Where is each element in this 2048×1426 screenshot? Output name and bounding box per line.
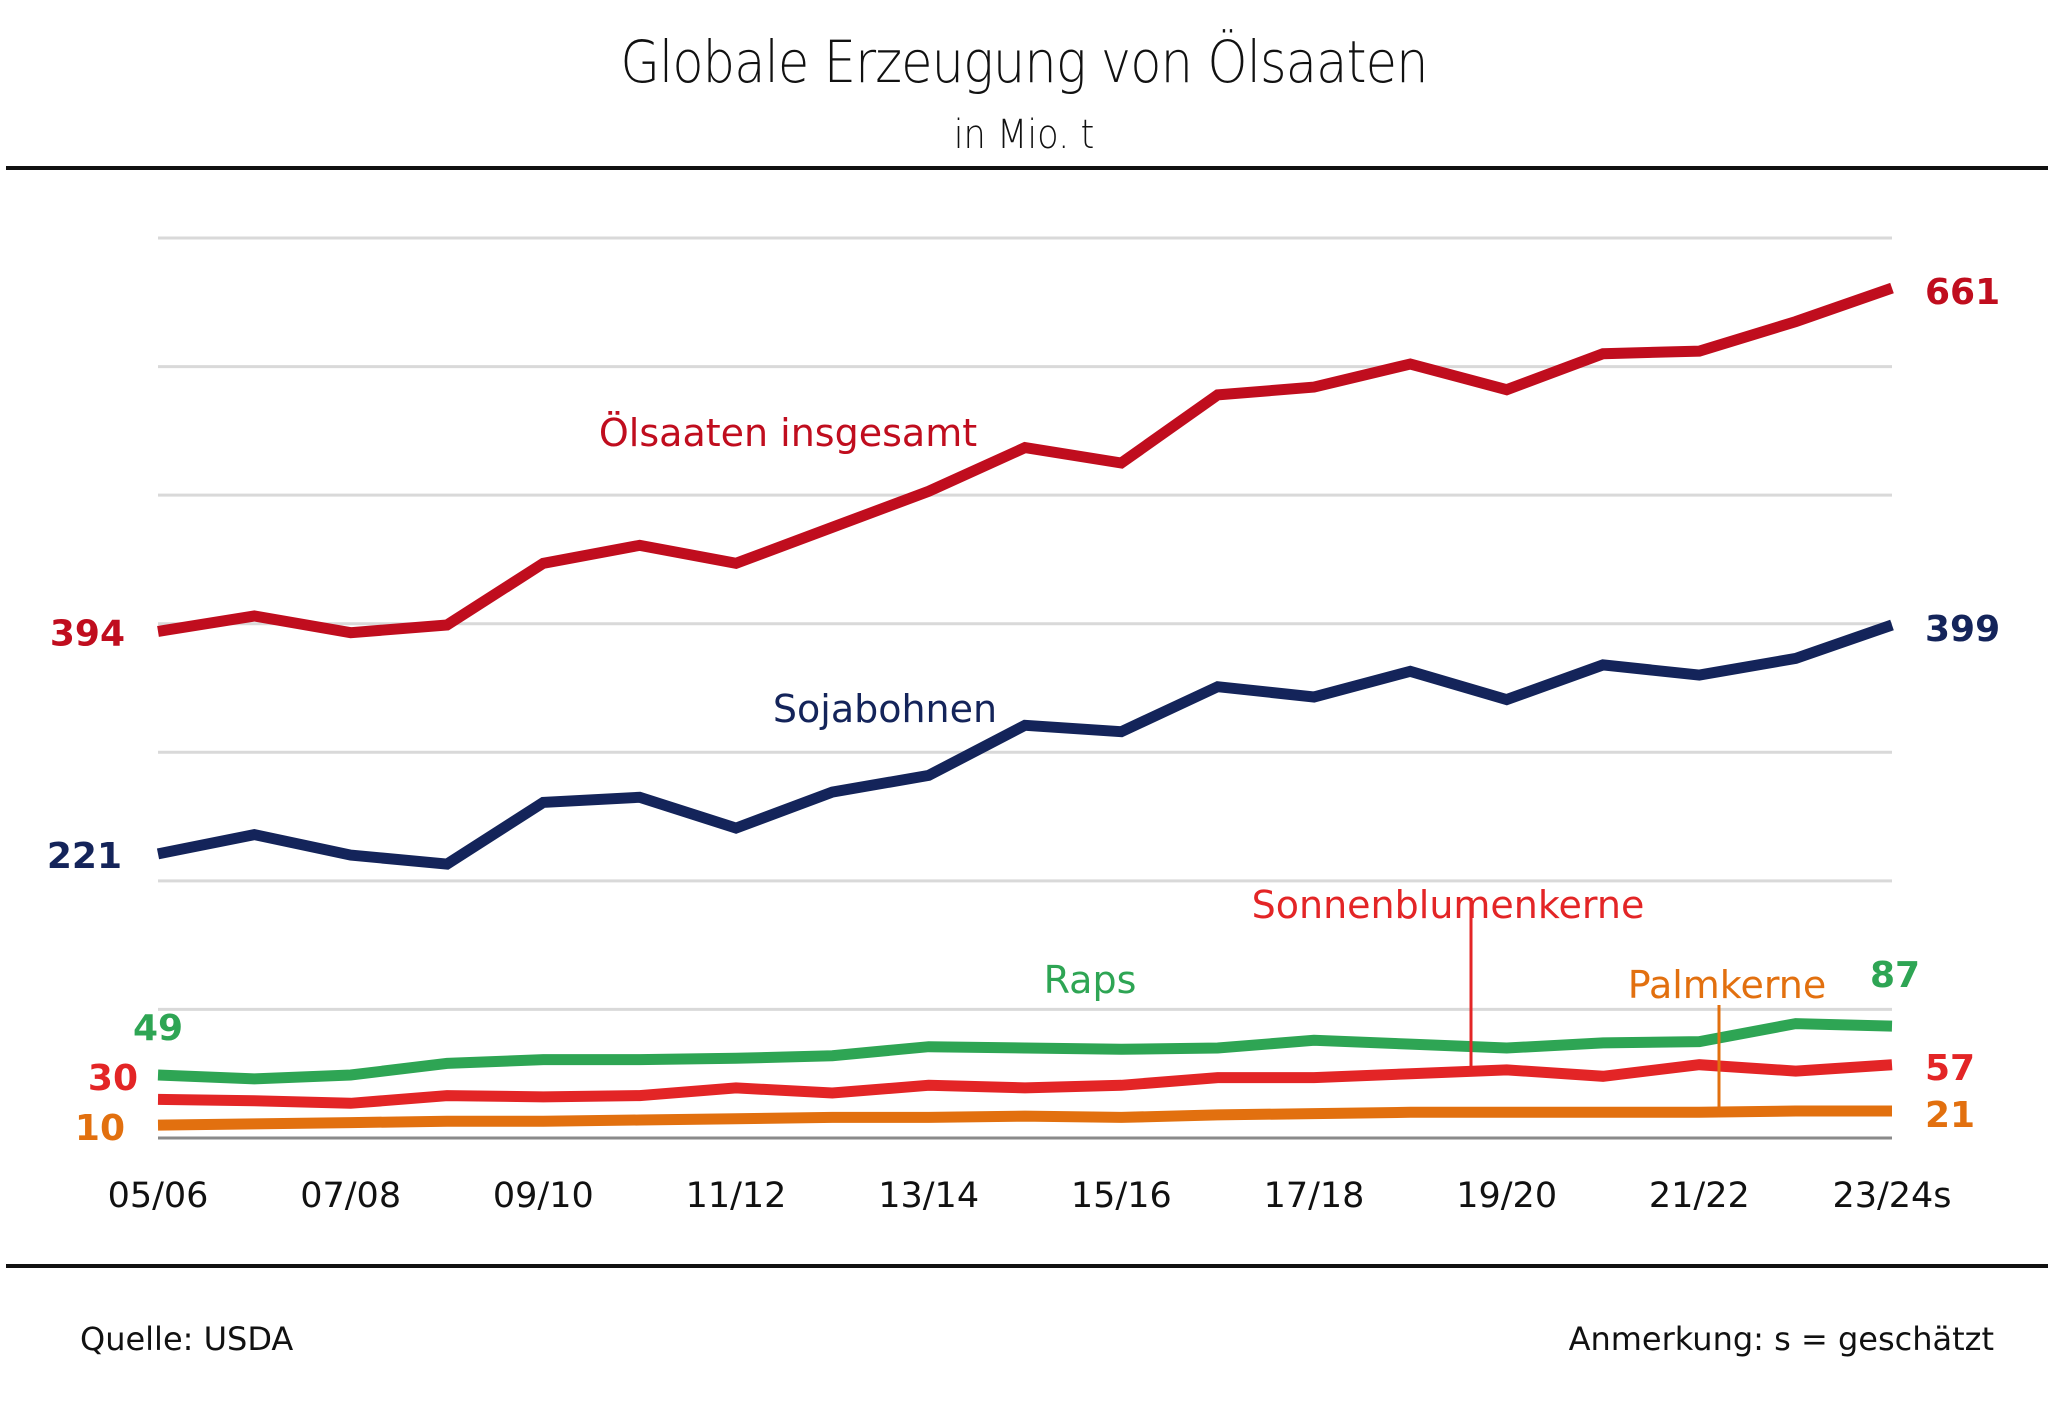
end-value-label: 87	[1870, 955, 1920, 996]
end-value-label: 399	[1925, 609, 2000, 650]
gridlines	[158, 236, 1892, 1140]
x-tick-label: 09/10	[493, 1176, 594, 1216]
start-value-label: 221	[47, 836, 122, 877]
x-tick-label: 11/12	[686, 1176, 787, 1216]
source-note: Quelle: USDA	[80, 1320, 294, 1358]
bottom-divider	[6, 1264, 2048, 1268]
start-value-label: 10	[75, 1108, 125, 1149]
series-annotation: Palmkerne	[1628, 963, 1827, 1007]
series-line-2	[157, 1018, 1893, 1085]
x-tick-label: 13/14	[878, 1176, 979, 1216]
start-value-label: 49	[133, 1008, 183, 1049]
series-annotation: Raps	[1044, 958, 1137, 1002]
x-tick-label: 15/16	[1071, 1176, 1172, 1216]
series-line-1	[156, 619, 1894, 870]
end-value-label: 57	[1925, 1048, 1975, 1089]
x-axis-ticks: 05/06 07/08 09/10 11/12 13/14 15/16 17/18 19/20…	[108, 1176, 1952, 1216]
top-divider	[6, 166, 2048, 170]
x-tick-label: 07/08	[300, 1176, 401, 1216]
series-line-0	[157, 282, 1894, 639]
x-tick-label: 23/24s	[1832, 1176, 1951, 1216]
chart-title: Globale Erzeugung von Ölsaaten	[620, 28, 1428, 96]
start-value-label: 30	[88, 1058, 138, 1099]
x-tick-label: 17/18	[1264, 1176, 1365, 1216]
end-value-label: 21	[1925, 1095, 1975, 1136]
chart-subtitle: in Mio. t	[953, 112, 1095, 158]
end-value-label: 661	[1925, 272, 2000, 313]
series-annotations: Ölsaaten insgesamt Sojabohnen Raps Sonnenbl…	[599, 411, 1826, 1007]
x-tick-label: 19/20	[1456, 1176, 1557, 1216]
value-labels: 394 661 221 399 49 87 30 57 10 21	[47, 272, 2000, 1149]
series-line-3	[157, 1059, 1893, 1109]
series-lines	[156, 282, 1894, 1131]
x-tick-label: 05/06	[108, 1176, 209, 1216]
series-line-4	[157, 1105, 1892, 1131]
series-annotation: Sonnenblumenkerne	[1252, 883, 1645, 927]
start-value-label: 394	[50, 613, 125, 654]
x-tick-label: 21/22	[1649, 1176, 1750, 1216]
series-annotation: Sojabohnen	[773, 687, 997, 731]
series-annotation: Ölsaaten insgesamt	[599, 411, 977, 455]
annotation-leaders	[1469, 898, 1721, 1114]
estimate-note: Anmerkung: s = geschätzt	[1568, 1320, 1994, 1358]
